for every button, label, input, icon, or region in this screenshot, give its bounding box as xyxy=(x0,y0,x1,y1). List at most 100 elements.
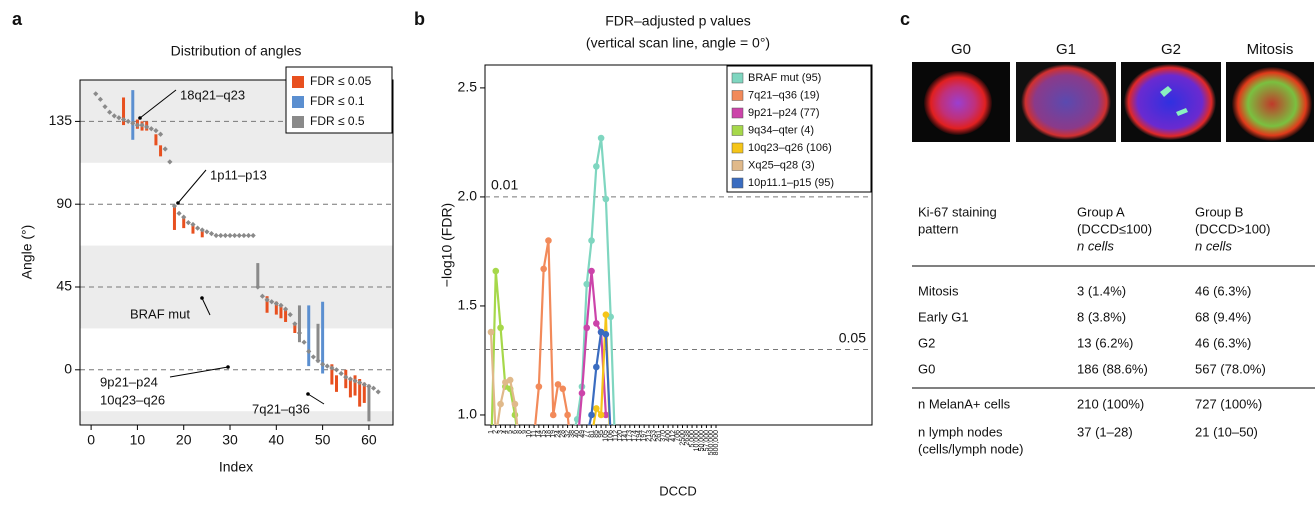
series-point xyxy=(559,385,567,393)
x-tick-label: 50 xyxy=(315,432,331,448)
y-tick-label: 0 xyxy=(64,361,72,377)
point xyxy=(366,383,372,389)
point xyxy=(347,376,354,382)
x-tick-label: 24 xyxy=(555,430,562,438)
legend-swatch xyxy=(731,107,744,119)
y-tick-label: 1.5 xyxy=(458,297,478,313)
x-tick-label: 50,000 xyxy=(698,430,705,452)
table-cell: 186 (88.6%) xyxy=(1077,361,1148,376)
series-point xyxy=(602,411,610,419)
point xyxy=(171,203,178,209)
series-point xyxy=(511,400,519,408)
point xyxy=(190,221,196,228)
x-tick-label: 370 xyxy=(660,430,667,442)
x-tick-label: 112 xyxy=(612,430,619,441)
y-tick-label: 135 xyxy=(49,112,73,128)
series-point xyxy=(516,444,523,451)
x-tick-label: 141 xyxy=(622,430,629,442)
series-point xyxy=(583,324,591,332)
point xyxy=(301,339,307,345)
legend: FDR ≤ 0.05 FDR ≤ 0.1 FDR ≤ 0.5 xyxy=(285,66,393,134)
shaded-band xyxy=(80,411,393,425)
legend-label: FDR ≤ 0.1 xyxy=(310,94,365,108)
x-tick-label: 30 xyxy=(222,432,238,448)
cell xyxy=(1021,64,1111,140)
series-point xyxy=(588,411,595,419)
point xyxy=(324,363,330,369)
series-line xyxy=(588,330,612,425)
x-tick-label: 412 xyxy=(670,430,677,442)
x-tick-label: 800,000 xyxy=(713,430,720,455)
series-point xyxy=(588,237,595,244)
legend-label: 10q23–q26 (106) xyxy=(748,142,832,154)
table-header: n cells xyxy=(1077,238,1114,253)
arrow-head xyxy=(306,392,310,396)
point xyxy=(227,232,233,239)
plot-area xyxy=(487,134,616,451)
table-header: Ki-67 staining xyxy=(918,204,997,219)
x-tick-label: 261 xyxy=(655,430,662,442)
point xyxy=(208,231,215,237)
table-header: (DCCD>100) xyxy=(1195,221,1271,236)
legend-swatch xyxy=(731,72,744,84)
y-tick-label: 2.5 xyxy=(458,79,478,95)
x-tick-label: 95 xyxy=(598,430,605,438)
x-tick-label: 0 xyxy=(87,432,95,448)
x-tick-label: 28 xyxy=(560,430,567,438)
point xyxy=(370,385,377,391)
point xyxy=(343,374,349,380)
annotation-arrow xyxy=(169,366,229,378)
point xyxy=(116,115,122,121)
point xyxy=(195,225,201,231)
x-tick-label: 500,000 xyxy=(708,430,715,455)
x-tick-label: 8 xyxy=(517,430,524,434)
point xyxy=(333,367,340,373)
x-tick-label: 194 xyxy=(636,430,643,442)
x-tick-label: 85 xyxy=(593,430,600,438)
cell xyxy=(1232,67,1312,141)
x-tick-label: 2638 xyxy=(684,430,691,446)
legend: BRAF mut (95) 7q21–q36 (19) 9p21–p24 (77) 9… xyxy=(726,65,872,193)
image-label: G2 xyxy=(1161,41,1181,58)
table-header: Group A xyxy=(1077,204,1125,219)
series-point xyxy=(578,389,586,397)
x-tick-label: 9 xyxy=(521,430,528,434)
table-cell: 8 (3.8%) xyxy=(1077,309,1126,324)
table-cell: 210 (100%) xyxy=(1077,396,1144,411)
x-tick-label: 2500 xyxy=(679,430,686,446)
point xyxy=(361,381,367,388)
series-point xyxy=(497,400,504,408)
axes-frame xyxy=(79,79,394,426)
y-axis-label: −log10 (FDR) xyxy=(439,203,455,287)
x-tick-label: 11 xyxy=(531,430,538,437)
series-point xyxy=(497,324,504,332)
legend-swatch xyxy=(731,90,744,101)
point xyxy=(144,124,150,130)
point xyxy=(222,232,228,239)
x-axis-label: Index xyxy=(219,459,253,475)
x-tick-label: 173 xyxy=(627,430,634,442)
table-cell: G0 xyxy=(918,361,935,376)
series-point xyxy=(535,383,543,390)
spot xyxy=(1160,86,1188,116)
table-header: (DCCD≤100) xyxy=(1077,221,1152,236)
series-point xyxy=(588,267,595,275)
series-point xyxy=(602,330,610,338)
image-label: G1 xyxy=(1056,41,1076,58)
legend-swatch xyxy=(292,116,304,128)
point xyxy=(273,300,279,307)
legend-label: BRAF mut (95) xyxy=(748,72,821,84)
legend-swatch xyxy=(292,76,304,88)
series-point xyxy=(597,411,605,419)
table-header: n cells xyxy=(1195,238,1232,253)
series-point xyxy=(516,444,523,451)
annotation-arrow xyxy=(307,393,325,405)
point xyxy=(306,348,312,354)
annotation: 18q21–q23 xyxy=(180,87,245,102)
point xyxy=(264,297,270,303)
legend-label: 9q34–qter (4) xyxy=(748,124,814,136)
x-tick-label: 706 xyxy=(675,430,682,442)
y-tick-label: 90 xyxy=(56,195,72,211)
point xyxy=(153,128,159,134)
